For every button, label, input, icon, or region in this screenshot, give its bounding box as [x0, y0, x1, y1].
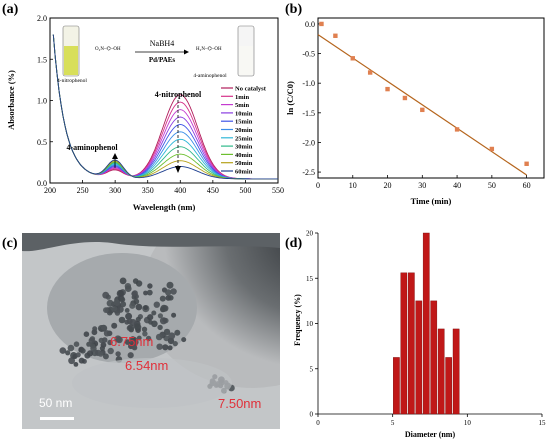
chart-b-plot-area	[317, 17, 545, 179]
histogram-bar	[400, 272, 408, 415]
histogram-bar	[452, 328, 460, 415]
chart-b-xtick: 60	[523, 181, 531, 190]
annotation-4-aminophenol: 4-aminophenol	[66, 143, 118, 152]
histogram-bar	[415, 300, 423, 415]
chart-a-xlabel: Wavelength (nm)	[133, 202, 196, 212]
panel-a-label: (a)	[2, 2, 19, 17]
chart-a-xtick: 500	[239, 186, 251, 195]
chart-a-xtick: 550	[272, 186, 284, 195]
chart-b-xtick: 40	[453, 181, 461, 190]
chart-a-ytick: 2.0	[37, 14, 47, 23]
chart-a-xtick: 350	[142, 186, 154, 195]
data-point	[367, 70, 373, 75]
data-point	[420, 107, 425, 113]
data-point	[454, 127, 460, 132]
chart-a-ylabel: Absorbance (%)	[6, 70, 16, 130]
chart-a-ytick: 1.5	[37, 55, 47, 64]
tem-micrograph	[22, 233, 280, 429]
chart-a-xtick: 450	[207, 186, 219, 195]
data-point	[524, 161, 529, 166]
chart-b-ytick: 0.0	[305, 20, 315, 29]
chart-d-ytick: 15	[306, 275, 314, 283]
legend-entry: 40min	[235, 152, 253, 159]
catalyst-label: Pd/PAEs	[149, 56, 176, 64]
histogram-bar	[422, 232, 430, 415]
chart-d-ytick: 20	[306, 230, 314, 238]
chart-d-xtick: 5	[391, 419, 395, 427]
chart-b-xtick: 20	[384, 181, 392, 190]
legend-entry: No catalyst	[235, 86, 267, 93]
legend-entry: 1min	[235, 94, 249, 101]
data-point	[385, 86, 390, 92]
legend-entry: 20min	[235, 127, 253, 134]
chart-b-ytick: -1.5	[302, 109, 315, 118]
chart-d-ytick: 0	[310, 411, 314, 419]
scale-bar-label: 50 nm	[39, 396, 73, 410]
chart-a-ytick: 0.0	[37, 179, 47, 188]
reagent-label: NaBH4	[150, 39, 174, 48]
annotation-4-nitrophenol: 4-nitrophenol	[155, 90, 202, 99]
tem-measurement-1: 6.75nm	[110, 334, 154, 349]
chart-a-ytick: 0.5	[37, 138, 47, 147]
chart-d-xtick: 10	[464, 419, 472, 427]
legend-entry: 15min	[235, 119, 253, 126]
chart-a-xtick: 300	[109, 186, 121, 195]
histogram-bar	[430, 300, 438, 415]
panel-d-label: (d)	[285, 236, 303, 251]
data-point	[333, 33, 338, 38]
inset-reaction-scheme: 4-nitrophenol 4-aminophenol O₂N–⌬–OH H₂N…	[57, 25, 255, 84]
panel-b-label: (b)	[285, 2, 303, 17]
chart-d-ytick: 10	[306, 320, 314, 328]
data-point	[489, 146, 495, 152]
amino-structure-icon: H₂N–⌬–OH	[196, 46, 222, 52]
tem-image: 6.75nm 6.54nm 7.50nm 50 nm	[22, 233, 280, 429]
chart-d-ylabel: Frequency (%)	[293, 294, 302, 346]
panel-c-label: (c)	[2, 236, 18, 251]
chart-a-ytick: 1.0	[37, 97, 47, 106]
histogram-bar	[408, 272, 415, 415]
chart-a-xtick: 200	[44, 186, 56, 195]
chart-b-xtick: 30	[418, 181, 426, 190]
inset-right-label: 4-aminophenol	[193, 73, 227, 79]
chart-b-xtick: 50	[488, 181, 496, 190]
chart-b-xtick: 10	[349, 181, 357, 190]
chart-d-xtick: 0	[316, 419, 320, 427]
histogram-bar	[393, 357, 400, 415]
chart-b-xlabel: Time (min)	[411, 196, 452, 206]
tem-measurement-3: 7.50nm	[218, 396, 262, 411]
histogram-bar	[437, 328, 445, 415]
nitro-structure-icon: O₂N–⌬–OH	[95, 46, 121, 52]
chart-d-ytick: 5	[310, 365, 314, 373]
legend-entry: 5min	[235, 102, 249, 109]
fit-line	[317, 34, 527, 176]
chart-a-xtick: 400	[174, 186, 186, 195]
tem-measurement-2: 6.54nm	[125, 358, 169, 373]
chart-b-ytick: -2.0	[302, 138, 315, 147]
legend-entry: 60min	[235, 169, 253, 176]
legend-entry: 50min	[235, 160, 253, 167]
chart-a-xtick: 250	[77, 186, 89, 195]
chart-b-ytick: -2.5	[302, 168, 315, 177]
chart-b-ytick: -1.0	[302, 79, 315, 88]
chart-b-ytick: -0.5	[302, 50, 315, 59]
nanoparticle-cluster	[59, 277, 235, 394]
legend-entry: 25min	[235, 135, 253, 142]
legend-entry: 30min	[235, 144, 253, 151]
data-point	[319, 21, 324, 27]
data-point	[350, 56, 355, 61]
chart-d-xtick: 15	[539, 419, 547, 427]
scale-bar	[40, 417, 74, 420]
chart-d-xlabel: Diameter (nm)	[405, 430, 456, 439]
spectrum-line	[52, 34, 278, 180]
data-point	[402, 95, 408, 101]
inset-left-label: 4-nitrophenol	[57, 78, 87, 84]
legend-entry: 10min	[235, 110, 253, 117]
chart-b-ylabel: ln (C/C0)	[285, 81, 295, 115]
chart-b-xtick: 0	[316, 181, 320, 190]
histogram-bar	[445, 357, 452, 415]
